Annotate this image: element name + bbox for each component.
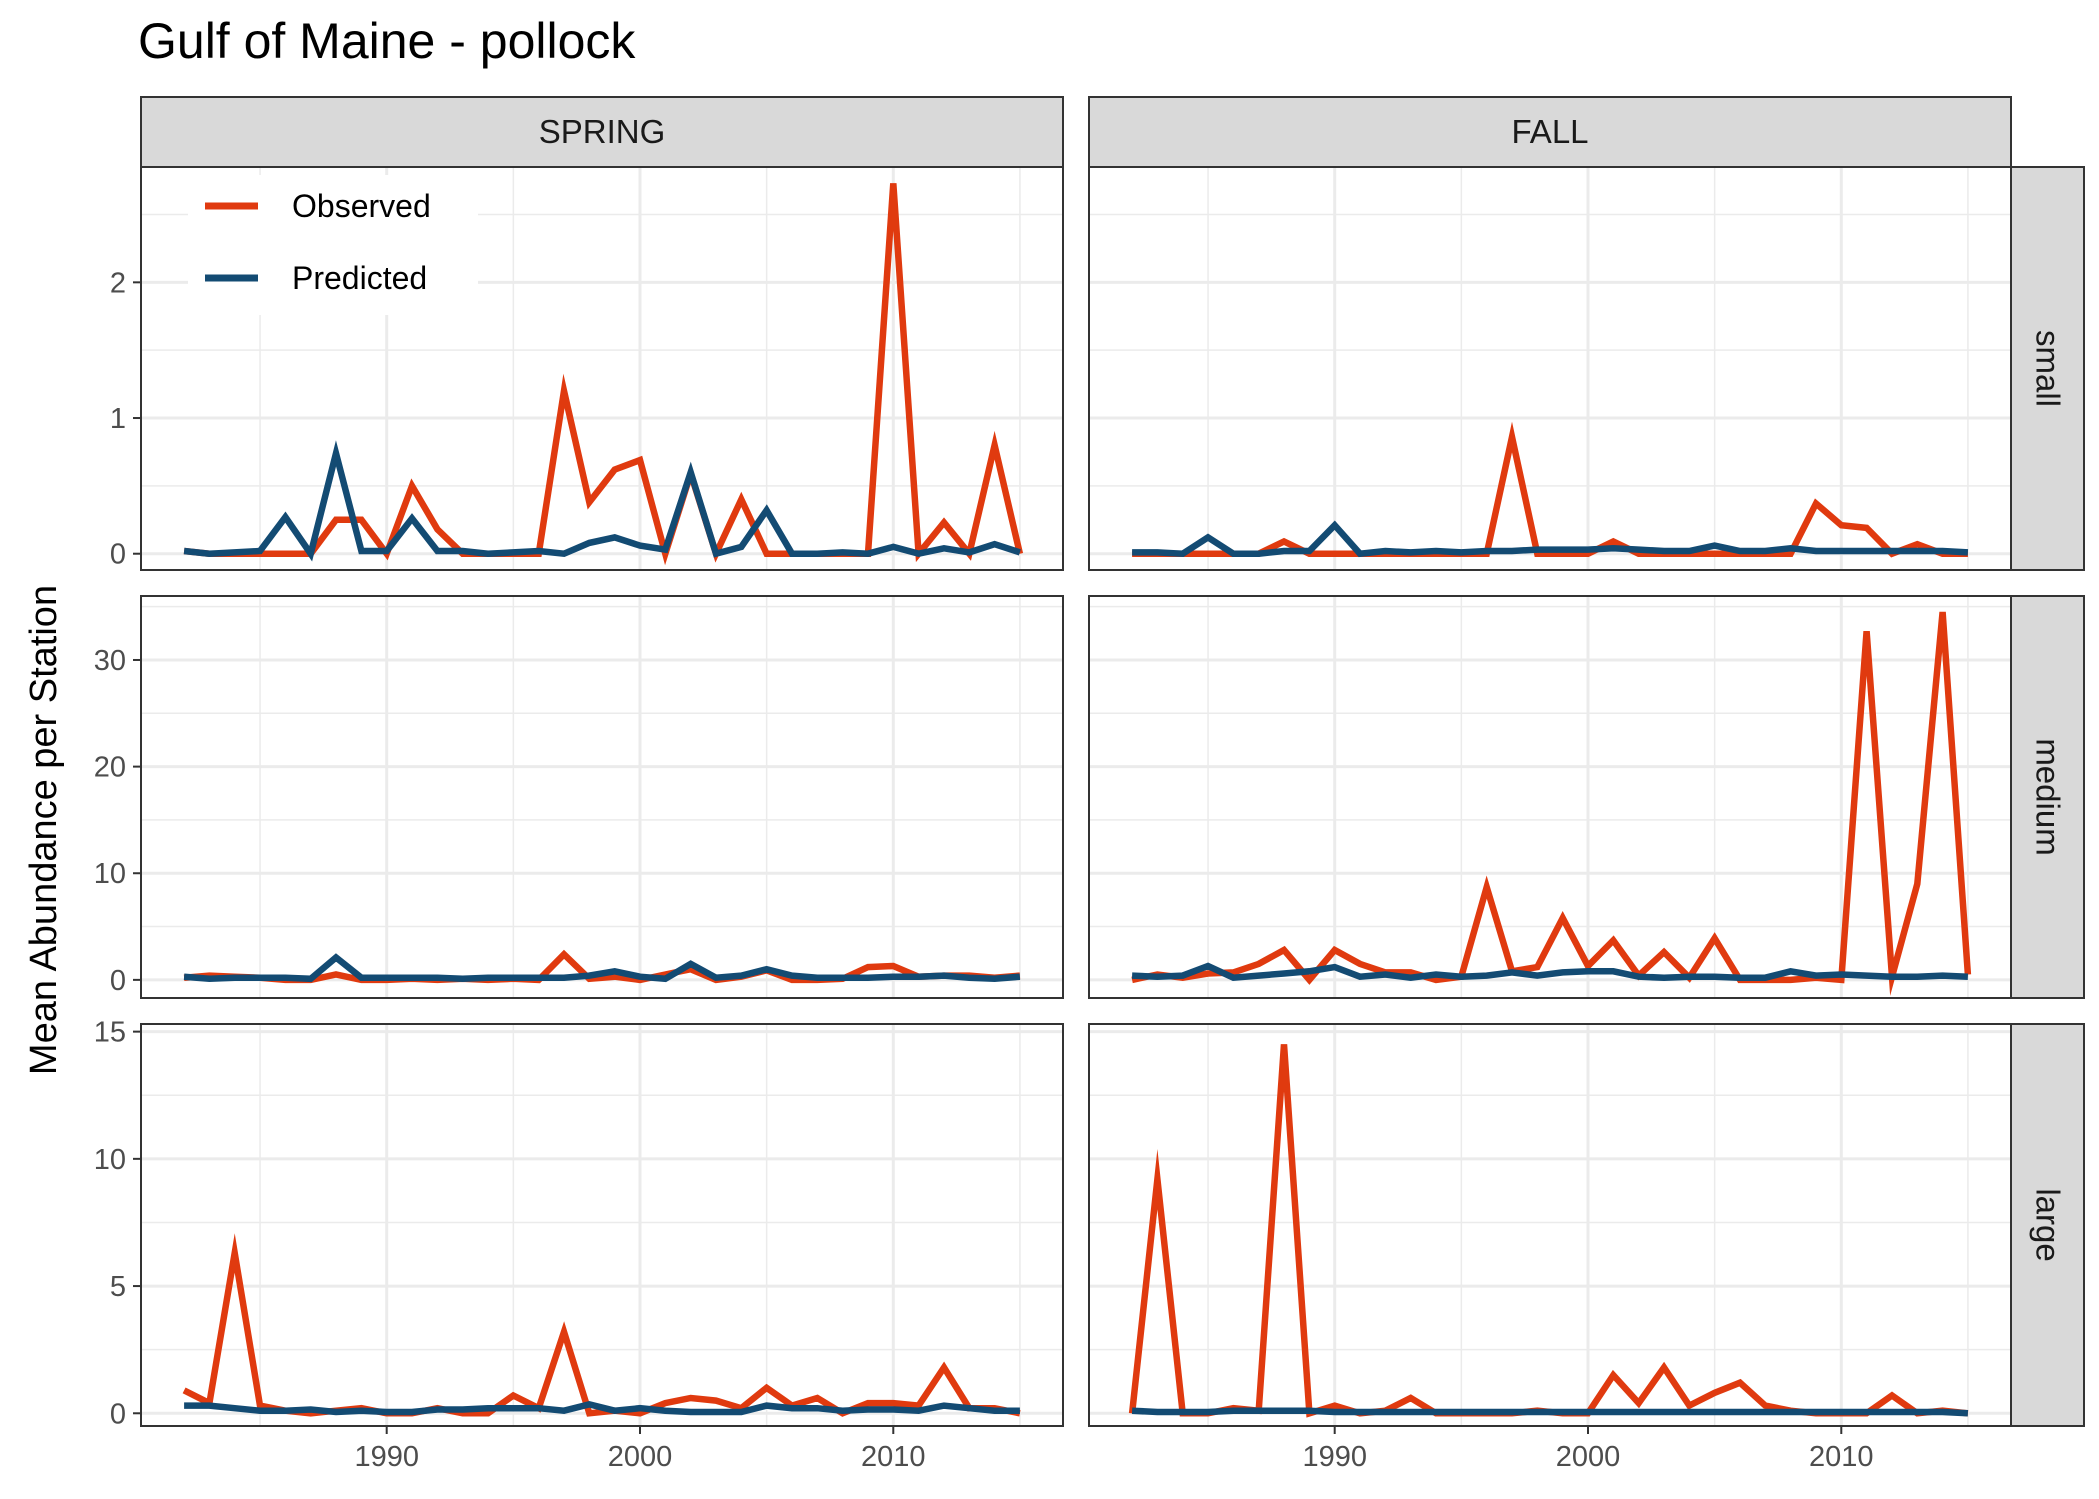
x-tick-label: 2000 [1556, 1441, 1621, 1473]
series-line-predicted [1131, 1407, 1969, 1417]
strip-label-large: large [2030, 1188, 2067, 1261]
panel-fall-medium [1088, 595, 2012, 999]
panel-background [141, 596, 1063, 998]
series-line-predicted [1131, 962, 1969, 982]
panel-border [1088, 595, 2012, 999]
x-tick-label: 2010 [1809, 1441, 1874, 1473]
legend-observed-label: Observed [292, 188, 431, 224]
y-tick-label: 20 [94, 752, 126, 784]
x-tick-label: 2000 [608, 1441, 673, 1473]
panel-border [140, 595, 1064, 999]
y-tick-label: 1 [110, 403, 126, 435]
panel-spring-medium [140, 595, 1064, 999]
series-line-observed [183, 949, 1021, 984]
series-line-predicted [183, 440, 1021, 562]
strip-large [2010, 1023, 2085, 1427]
y-axis-title: Mean Abundance per Station [23, 585, 65, 1075]
x-tick-label: 1990 [1302, 1441, 1367, 1473]
y-tick-label: 2 [110, 267, 126, 299]
strip-label-spring: SPRING [539, 113, 666, 150]
panel-fall-small [1088, 166, 2012, 571]
x-tick-label: 1990 [354, 1441, 419, 1473]
y-tick-label: 30 [94, 645, 126, 677]
y-tick-label: 0 [110, 539, 126, 571]
y-tick-label: 5 [110, 1271, 126, 1303]
panel-background [1089, 1024, 2011, 1426]
strip-fall [1088, 96, 2012, 168]
series-line-predicted [1132, 520, 1969, 558]
legend: Observed Predicted [188, 175, 478, 315]
strip-small [2010, 166, 2085, 571]
strip-spring [140, 96, 1064, 168]
strip-label-small: small [2030, 330, 2067, 407]
panel-border [1088, 166, 2012, 571]
series-line-predicted [184, 1401, 1020, 1416]
y-tick-label: 15 [94, 1017, 126, 1049]
series-line-predicted [183, 953, 1021, 983]
series-line-observed [1131, 611, 1972, 996]
x-tick-label: 2010 [861, 1441, 926, 1473]
strip-label-medium: medium [2030, 738, 2067, 855]
panel-border [1088, 1023, 2012, 1427]
panel-background [1089, 167, 2011, 570]
y-tick-label: 0 [110, 965, 126, 997]
y-tick-label: 0 [110, 1398, 126, 1430]
panel-background [141, 1024, 1063, 1426]
y-tick-label: 10 [94, 858, 126, 890]
panel-fall-large [1088, 1023, 2012, 1427]
panel-border [140, 166, 1064, 571]
strip-medium [2010, 595, 2085, 999]
legend-background [188, 175, 478, 315]
panel-spring-large [140, 1023, 1064, 1427]
panel-border [140, 1023, 1064, 1427]
y-tick-label: 10 [94, 1144, 126, 1176]
strip-label-fall: FALL [1511, 113, 1588, 150]
legend-predicted-label: Predicted [292, 260, 427, 296]
series-line-observed [183, 183, 1024, 566]
series-line-observed [1132, 421, 1968, 558]
chart-title: Gulf of Maine - pollock [138, 13, 636, 69]
